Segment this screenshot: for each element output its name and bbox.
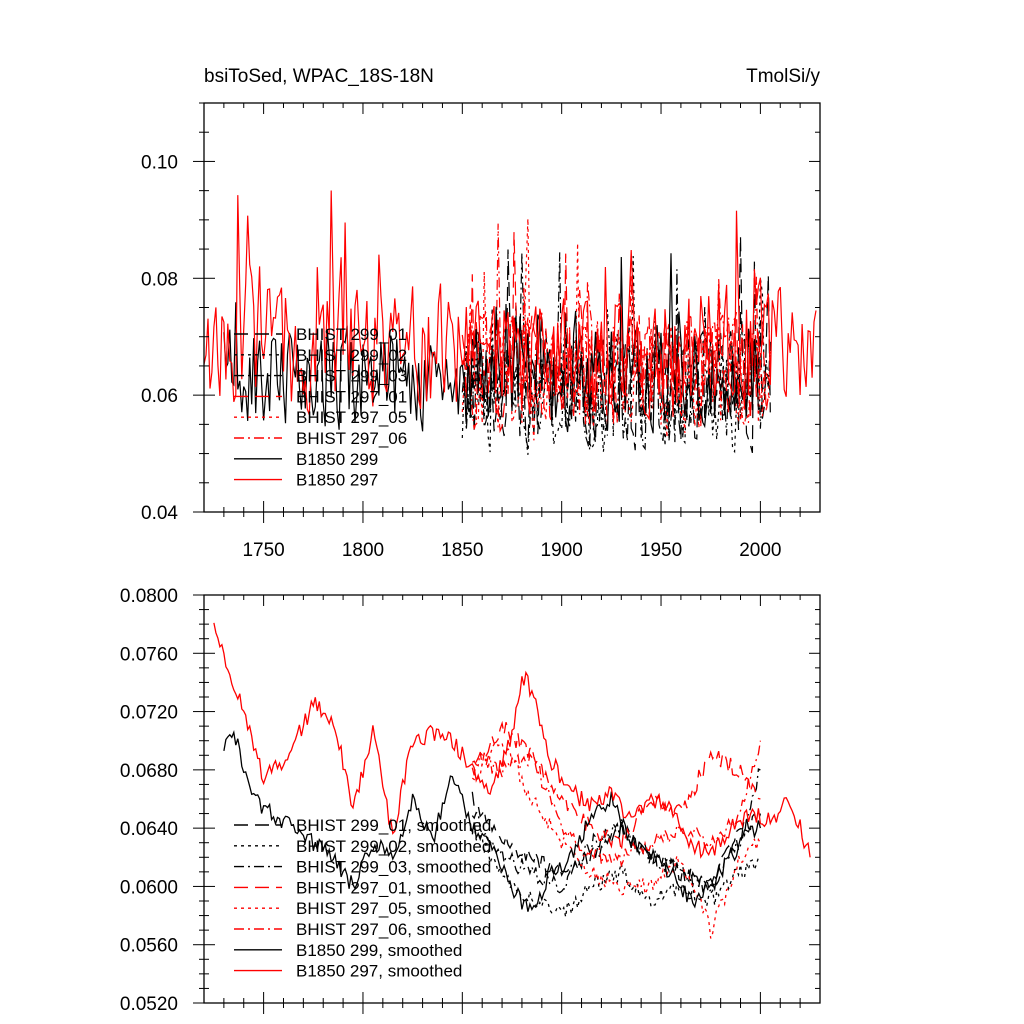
y-tick-label: 0.0720	[120, 703, 178, 724]
legend-label: B1850 297	[296, 471, 378, 490]
series-line	[471, 720, 761, 852]
legend-label: BHIST 299_01, smoothed	[296, 816, 491, 835]
y-tick-label: 0.0760	[120, 644, 178, 665]
y-tick-label: 0.0520	[120, 994, 178, 1015]
series-line	[461, 255, 771, 455]
y-tick-label: 0.0680	[120, 761, 178, 782]
x-tick-label: 1900	[541, 540, 583, 561]
legend-label: BHIST 299_02	[296, 346, 407, 365]
legend-label: B1850 299	[296, 450, 378, 469]
series-line	[471, 741, 761, 939]
y-tick-label: 0.0560	[120, 936, 178, 957]
legend-label: BHIST 299_02, smoothed	[296, 837, 491, 856]
x-tick-label: 1850	[441, 540, 483, 561]
x-tick-label: 1800	[342, 540, 384, 561]
legend-label: BHIST 297_05, smoothed	[296, 899, 491, 918]
series-line	[471, 740, 762, 868]
x-tick-label: 1950	[640, 540, 682, 561]
y-tick-label: 0.0600	[120, 877, 178, 898]
legend-label: BHIST 299_03	[296, 367, 407, 386]
legend-label: BHIST 299_01	[296, 325, 407, 344]
top-panel: bsiToSed, WPAC_18S-18N TmolSi/y BHIST 29…	[141, 66, 821, 561]
legend-label: BHIST 299_03, smoothed	[296, 858, 491, 877]
series-line	[213, 622, 811, 859]
bottom-axes: 0.0520 0.0560 0.0600 0.0640 0.0680 0.0720 0.07…	[120, 586, 821, 1015]
series-line	[461, 218, 771, 441]
top-panel-title: bsiToSed, WPAC_18S-18N	[204, 66, 434, 87]
series-line	[203, 190, 817, 422]
y-tick-label: 0.04	[141, 503, 178, 524]
y-tick-label: 0.0800	[120, 586, 178, 607]
bottom-panel: BHIST 299_01, smoothed BHIST 299_02, smoo…	[120, 586, 821, 1015]
legend-label: BHIST 297_01	[296, 387, 407, 406]
legend-label: BHIST 297_01, smoothed	[296, 878, 491, 897]
series-line	[471, 791, 762, 894]
y-tick-label: 0.10	[141, 152, 178, 173]
top-panel-units: TmolSi/y	[746, 66, 820, 87]
top-axes: 1750 1800 1850 1900 1950 2000 0.04 0.06 0.08 0.10	[141, 102, 821, 561]
y-tick-label: 0.0640	[120, 819, 178, 840]
series-line	[223, 253, 761, 434]
top-plot-series	[203, 190, 817, 455]
series-line	[223, 729, 762, 912]
bottom-plot-series	[213, 622, 811, 939]
legend-label: BHIST 297_06	[296, 429, 407, 448]
legend-label: BHIST 297_06, smoothed	[296, 920, 491, 939]
y-tick-label: 0.06	[141, 386, 178, 407]
x-tick-label: 2000	[739, 540, 781, 561]
legend-label: BHIST 297_05	[296, 408, 407, 427]
legend-label: B1850 297, smoothed	[296, 962, 462, 981]
x-tick-label: 1750	[242, 540, 284, 561]
series-line	[461, 232, 771, 434]
legend-label: B1850 299, smoothed	[296, 941, 462, 960]
series-line	[461, 236, 771, 454]
bottom-legend: BHIST 299_01, smoothed BHIST 299_02, smoo…	[234, 816, 491, 981]
y-tick-label: 0.08	[141, 269, 178, 290]
